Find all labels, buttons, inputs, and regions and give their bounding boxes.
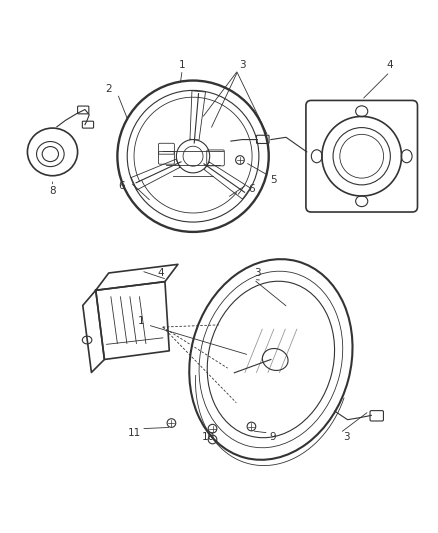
Text: 2: 2 — [106, 84, 112, 94]
Text: 3: 3 — [240, 60, 246, 70]
Text: 6: 6 — [248, 184, 255, 193]
Text: 4: 4 — [386, 60, 393, 70]
Text: 8: 8 — [49, 186, 56, 196]
Text: 3: 3 — [343, 432, 350, 442]
Text: 1: 1 — [179, 60, 186, 70]
Text: 6: 6 — [118, 182, 125, 191]
Text: 10: 10 — [201, 432, 215, 442]
Text: 1: 1 — [138, 316, 145, 326]
Text: 9: 9 — [270, 432, 276, 442]
Text: 3: 3 — [254, 268, 261, 278]
Text: 11: 11 — [128, 428, 141, 438]
Text: 4: 4 — [157, 268, 164, 278]
Text: 5: 5 — [270, 175, 276, 185]
